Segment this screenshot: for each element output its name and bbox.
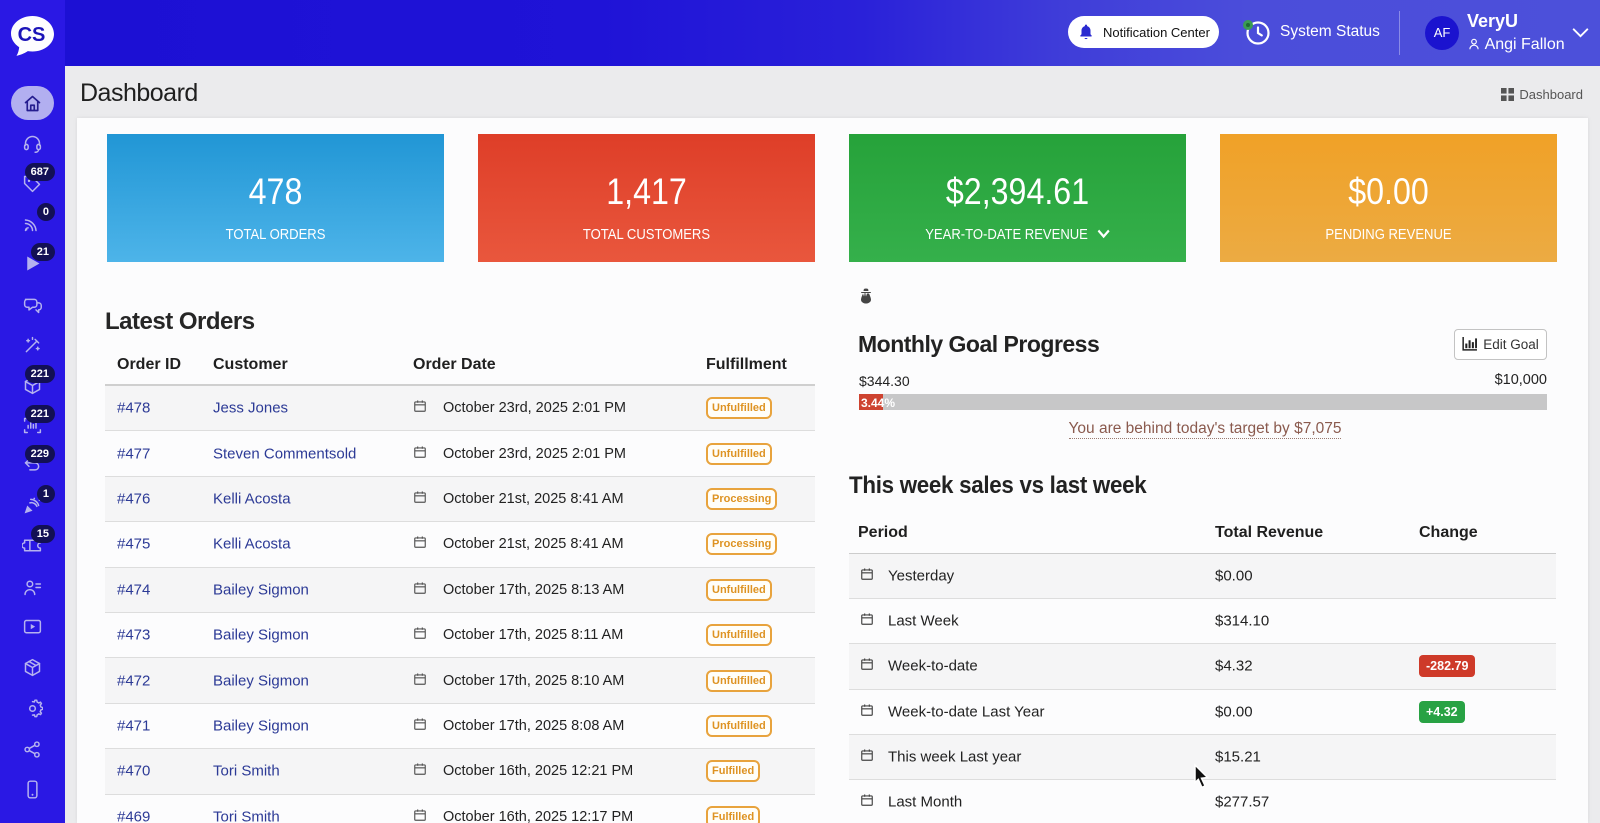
svg-text:CS: CS (18, 24, 46, 46)
